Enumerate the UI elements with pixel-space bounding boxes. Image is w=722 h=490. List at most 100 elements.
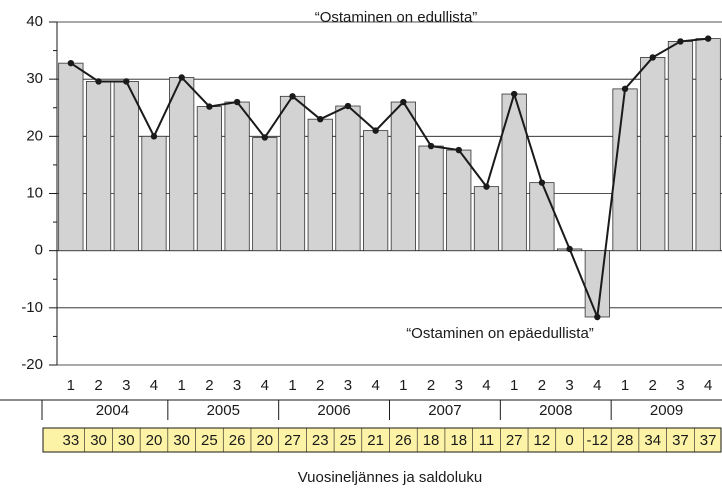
bar [224, 101, 250, 252]
value-label: 30 [173, 432, 190, 449]
point [261, 134, 269, 141]
point [67, 59, 75, 67]
value-label: 30 [118, 432, 135, 449]
y-tick-label: 40 [26, 13, 43, 30]
x-tick-label: 4 [261, 377, 269, 394]
x-tick-label: 2 [538, 377, 546, 394]
point [427, 142, 435, 150]
x-tick-label: 4 [593, 377, 601, 394]
value-label: 30 [90, 432, 107, 449]
y-tick-label: -20 [21, 356, 43, 373]
y-tick-label: 10 [26, 184, 43, 201]
x-tick-label: 3 [455, 377, 463, 394]
x-axis-label: Vuosineljännes ja saldoluku [298, 469, 483, 486]
y-tick-label: -10 [21, 299, 43, 316]
value-label: 23 [312, 432, 329, 449]
x-tick-label: 2 [427, 377, 435, 394]
value-label: 25 [201, 432, 218, 449]
point [594, 313, 601, 321]
x-tick-label: 3 [233, 377, 241, 394]
bar [390, 101, 416, 252]
value-label: 0 [565, 432, 573, 449]
x-tick-label: 2 [205, 377, 213, 394]
x-tick-label: 1 [178, 377, 186, 394]
point [289, 93, 296, 100]
point [95, 78, 102, 85]
bar [612, 88, 638, 252]
bar [446, 149, 472, 252]
line [70, 37, 709, 321]
bar [279, 95, 306, 252]
point [483, 183, 490, 190]
value-label: 34 [644, 432, 661, 449]
value-label: 18 [450, 432, 467, 449]
point [150, 133, 158, 140]
bar [113, 81, 139, 252]
bar [85, 81, 112, 252]
value-label: 37 [672, 432, 689, 449]
value-label: 27 [506, 432, 523, 449]
point [455, 146, 462, 154]
x-tick-label: 1 [288, 377, 296, 394]
value-label: 12 [534, 432, 551, 449]
annotation: “Ostaminen on edullista” [315, 9, 478, 26]
bar [584, 250, 610, 318]
x-tick-label: 1 [67, 377, 75, 394]
value-label: 26 [395, 432, 412, 449]
value-label: 26 [229, 432, 246, 449]
bar [335, 105, 361, 252]
x-tick-label: 4 [704, 377, 712, 394]
bar [667, 41, 694, 252]
x-tick-label: 1 [399, 377, 407, 394]
point [178, 74, 185, 81]
bar [196, 106, 222, 252]
point [621, 85, 629, 93]
bar [141, 135, 167, 252]
year-label: 2007 [428, 402, 461, 419]
value-label: 20 [146, 432, 163, 449]
point [538, 179, 546, 186]
value-label: 18 [423, 432, 440, 449]
y-tick-label: 20 [26, 127, 43, 144]
bar [363, 130, 389, 252]
point [400, 98, 407, 106]
x-tick-label: 3 [565, 377, 573, 394]
value-label: 37 [700, 432, 717, 449]
bar [169, 77, 195, 252]
point [649, 54, 656, 61]
bar [252, 137, 278, 252]
point [206, 103, 213, 110]
x-tick-label: 1 [510, 377, 518, 394]
value-label: 27 [284, 432, 301, 449]
year-label: 2008 [539, 402, 572, 419]
point [233, 98, 241, 106]
value-label: 33 [63, 432, 80, 449]
x-tick-label: 4 [482, 377, 490, 394]
annotation: “Ostaminen on epäedullista” [406, 325, 594, 342]
x-tick-label: 4 [150, 377, 158, 394]
point [677, 38, 684, 45]
year-label: 2009 [650, 402, 683, 419]
x-tick-label: 2 [649, 377, 657, 394]
x-tick-label: 2 [94, 377, 102, 394]
x-tick-label: 3 [676, 377, 684, 394]
bar [501, 93, 527, 252]
value-label: 20 [256, 432, 273, 449]
x-tick-label: 1 [621, 377, 629, 394]
point [344, 102, 352, 110]
x-tick-label: 4 [371, 377, 379, 394]
value-label: 25 [340, 432, 357, 449]
bar [529, 182, 555, 252]
label-row [42, 427, 722, 453]
value-label: 21 [367, 432, 384, 449]
point [123, 78, 130, 85]
year-label: 2006 [317, 402, 350, 419]
value-label: -12 [586, 432, 608, 449]
point [704, 35, 712, 42]
y-tick-label: 30 [26, 70, 43, 87]
bar [640, 57, 666, 252]
x-tick-label: 3 [344, 377, 352, 394]
bar [307, 118, 333, 252]
point [372, 127, 379, 134]
